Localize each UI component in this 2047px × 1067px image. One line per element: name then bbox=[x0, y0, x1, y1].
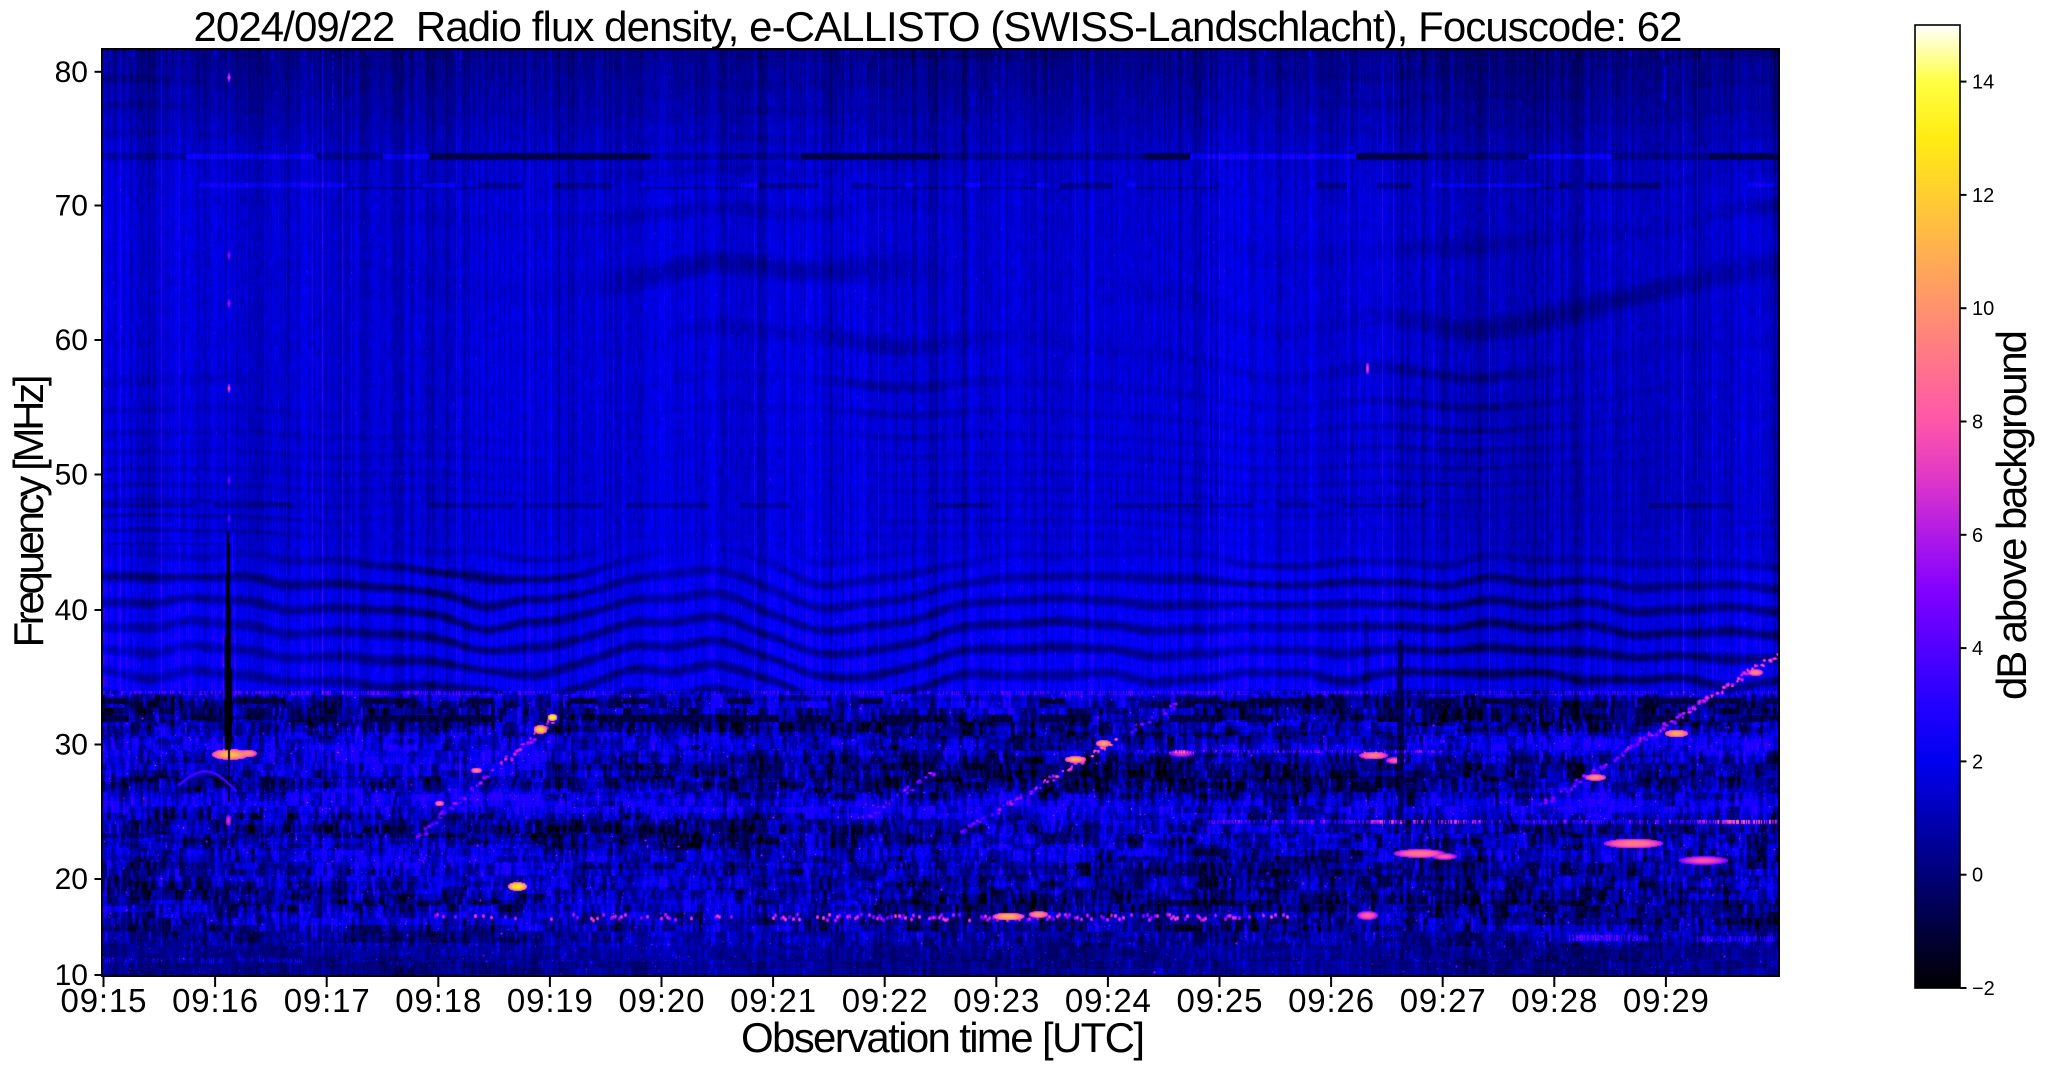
svg-text:14: 14 bbox=[1972, 72, 1994, 94]
svg-text:0: 0 bbox=[1972, 865, 1983, 887]
svg-text:09:18: 09:18 bbox=[395, 982, 481, 1019]
svg-text:−2: −2 bbox=[1972, 978, 1995, 1000]
svg-text:09:21: 09:21 bbox=[730, 982, 816, 1019]
svg-text:Observation time [UTC]: Observation time [UTC] bbox=[741, 1014, 1145, 1061]
svg-text:09:27: 09:27 bbox=[1400, 982, 1486, 1019]
svg-text:2: 2 bbox=[1972, 751, 1983, 773]
svg-text:09:15: 09:15 bbox=[61, 982, 147, 1019]
svg-text:09:26: 09:26 bbox=[1288, 982, 1374, 1019]
svg-text:09:17: 09:17 bbox=[284, 982, 370, 1019]
svg-text:2024/09/22 Radio flux density: 2024/09/22 Radio flux density, e-CALLIST… bbox=[194, 3, 1683, 50]
svg-text:09:24: 09:24 bbox=[1065, 982, 1151, 1019]
svg-text:10: 10 bbox=[55, 959, 88, 992]
svg-text:Frequency [MHz]: Frequency [MHz] bbox=[5, 375, 52, 648]
svg-text:6: 6 bbox=[1972, 525, 1983, 547]
svg-text:09:22: 09:22 bbox=[842, 982, 928, 1019]
svg-text:09:20: 09:20 bbox=[619, 982, 705, 1019]
svg-text:12: 12 bbox=[1972, 185, 1994, 207]
svg-text:09:23: 09:23 bbox=[953, 982, 1039, 1019]
svg-text:40: 40 bbox=[55, 594, 88, 627]
svg-text:dB above background: dB above background bbox=[1988, 330, 2035, 700]
svg-text:09:19: 09:19 bbox=[507, 982, 593, 1019]
svg-text:60: 60 bbox=[55, 324, 88, 357]
svg-text:09:28: 09:28 bbox=[1511, 982, 1597, 1019]
svg-text:50: 50 bbox=[55, 459, 88, 492]
svg-text:30: 30 bbox=[55, 729, 88, 762]
svg-text:09:25: 09:25 bbox=[1177, 982, 1263, 1019]
svg-text:10: 10 bbox=[1972, 298, 1994, 320]
svg-text:70: 70 bbox=[55, 190, 88, 223]
svg-text:20: 20 bbox=[55, 863, 88, 896]
svg-text:8: 8 bbox=[1972, 412, 1983, 434]
svg-text:80: 80 bbox=[55, 56, 88, 89]
svg-text:09:29: 09:29 bbox=[1623, 982, 1709, 1019]
svg-text:09:16: 09:16 bbox=[172, 982, 258, 1019]
svg-text:4: 4 bbox=[1972, 638, 1983, 660]
